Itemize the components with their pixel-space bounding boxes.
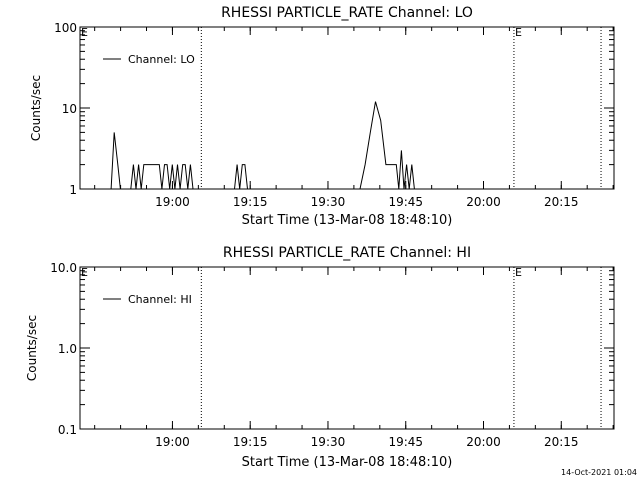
y-tick-label-hi: 1.0 xyxy=(58,342,77,356)
legend-entry-hi: Channel: HI xyxy=(128,293,192,306)
chart-title-lo: RHESSI PARTICLE_RATE Channel: LO xyxy=(221,5,473,21)
corner-label-hi: E xyxy=(81,266,88,279)
y-tick-label-hi: 10.0 xyxy=(50,261,77,275)
x-tick-label-lo: 19:00 xyxy=(155,195,190,209)
plot-frame-lo xyxy=(79,26,615,190)
plot-frame-hi xyxy=(79,266,615,430)
x-tick-label-hi: 20:00 xyxy=(466,435,501,449)
x-tick-label-lo: 20:00 xyxy=(466,195,501,209)
y-tick-label-lo: 100 xyxy=(54,21,77,35)
x-tick-label-hi: 19:45 xyxy=(388,435,423,449)
footer-timestamp: 14-Oct-2021 01:04 xyxy=(561,468,637,477)
y-axis-label-lo: Counts/sec xyxy=(29,75,43,141)
event-marker-label-hi: E xyxy=(515,266,522,279)
x-tick-label-hi: 19:30 xyxy=(311,435,346,449)
event-marker-label-lo: E xyxy=(515,26,522,39)
x-tick-label-lo: 19:30 xyxy=(311,195,346,209)
x-axis-label-hi: Start Time (13-Mar-08 18:48:10) xyxy=(242,455,453,470)
y-tick-label-lo: 1 xyxy=(69,183,77,197)
y-tick-label-hi: 0.1 xyxy=(58,423,77,437)
data-series-lo-1 xyxy=(359,101,417,190)
y-tick-label-lo: 10 xyxy=(62,102,77,116)
y-axis-label-hi: Counts/sec xyxy=(25,315,39,381)
chart-title-hi: RHESSI PARTICLE_RATE Channel: HI xyxy=(223,245,471,261)
x-tick-label-lo: 20:15 xyxy=(544,195,579,209)
x-tick-label-hi: 20:15 xyxy=(544,435,579,449)
x-tick-label-hi: 19:00 xyxy=(155,435,190,449)
x-tick-label-lo: 19:15 xyxy=(233,195,268,209)
x-tick-label-lo: 19:45 xyxy=(388,195,423,209)
legend-entry-lo: Channel: LO xyxy=(128,53,195,66)
data-series-lo-0 xyxy=(110,132,251,190)
x-tick-label-hi: 19:15 xyxy=(233,435,268,449)
corner-label-lo: E xyxy=(81,26,88,39)
x-axis-label-lo: Start Time (13-Mar-08 18:48:10) xyxy=(242,213,453,228)
